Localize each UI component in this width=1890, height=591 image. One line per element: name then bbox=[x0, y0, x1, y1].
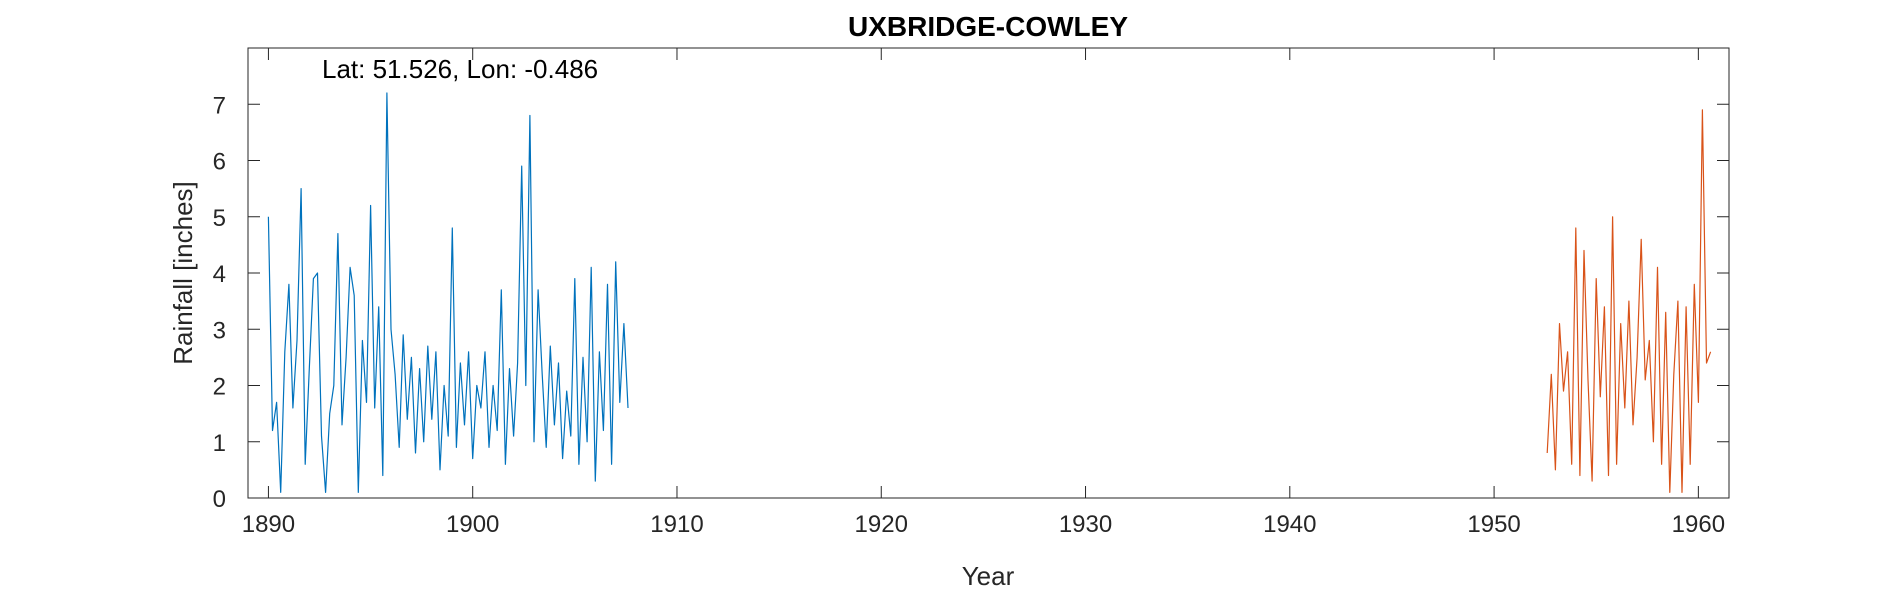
x-tick-label: 1890 bbox=[242, 511, 295, 538]
chart-title: UXBRIDGE-COWLEY bbox=[848, 11, 1128, 42]
x-axis-label: Year bbox=[962, 561, 1015, 591]
series-line-2 bbox=[1546, 109, 1712, 493]
x-tick-label: 1950 bbox=[1467, 511, 1520, 538]
x-tick-label: 1940 bbox=[1263, 511, 1316, 538]
series-line-1 bbox=[267, 92, 629, 493]
y-tick-label: 5 bbox=[213, 205, 226, 232]
x-tick-label: 1930 bbox=[1059, 511, 1112, 538]
x-tick-label: 1960 bbox=[1672, 511, 1725, 538]
y-tick-label: 2 bbox=[213, 374, 226, 401]
x-tick-label: 1910 bbox=[650, 511, 703, 538]
y-tick-label: 7 bbox=[213, 92, 226, 119]
y-tick-label: 1 bbox=[213, 430, 226, 457]
y-tick-label: 4 bbox=[213, 261, 226, 288]
x-tick-label: 1920 bbox=[855, 511, 908, 538]
plot-area bbox=[247, 47, 1730, 499]
coordinates-annotation: Lat: 51.526, Lon: -0.486 bbox=[322, 54, 598, 84]
axis-ticks: 1890 1900 1910 1920 1930 1940 1950 1960 0 1 2 3 4 5 6 7 bbox=[213, 48, 1729, 538]
x-tick-label: 1900 bbox=[446, 511, 499, 538]
y-tick-label: 6 bbox=[213, 149, 226, 176]
series-lines bbox=[267, 92, 1712, 493]
y-tick-label: 0 bbox=[213, 486, 226, 513]
y-axis-label: Rainfall [inches] bbox=[168, 181, 198, 365]
y-tick-label: 3 bbox=[213, 317, 226, 344]
